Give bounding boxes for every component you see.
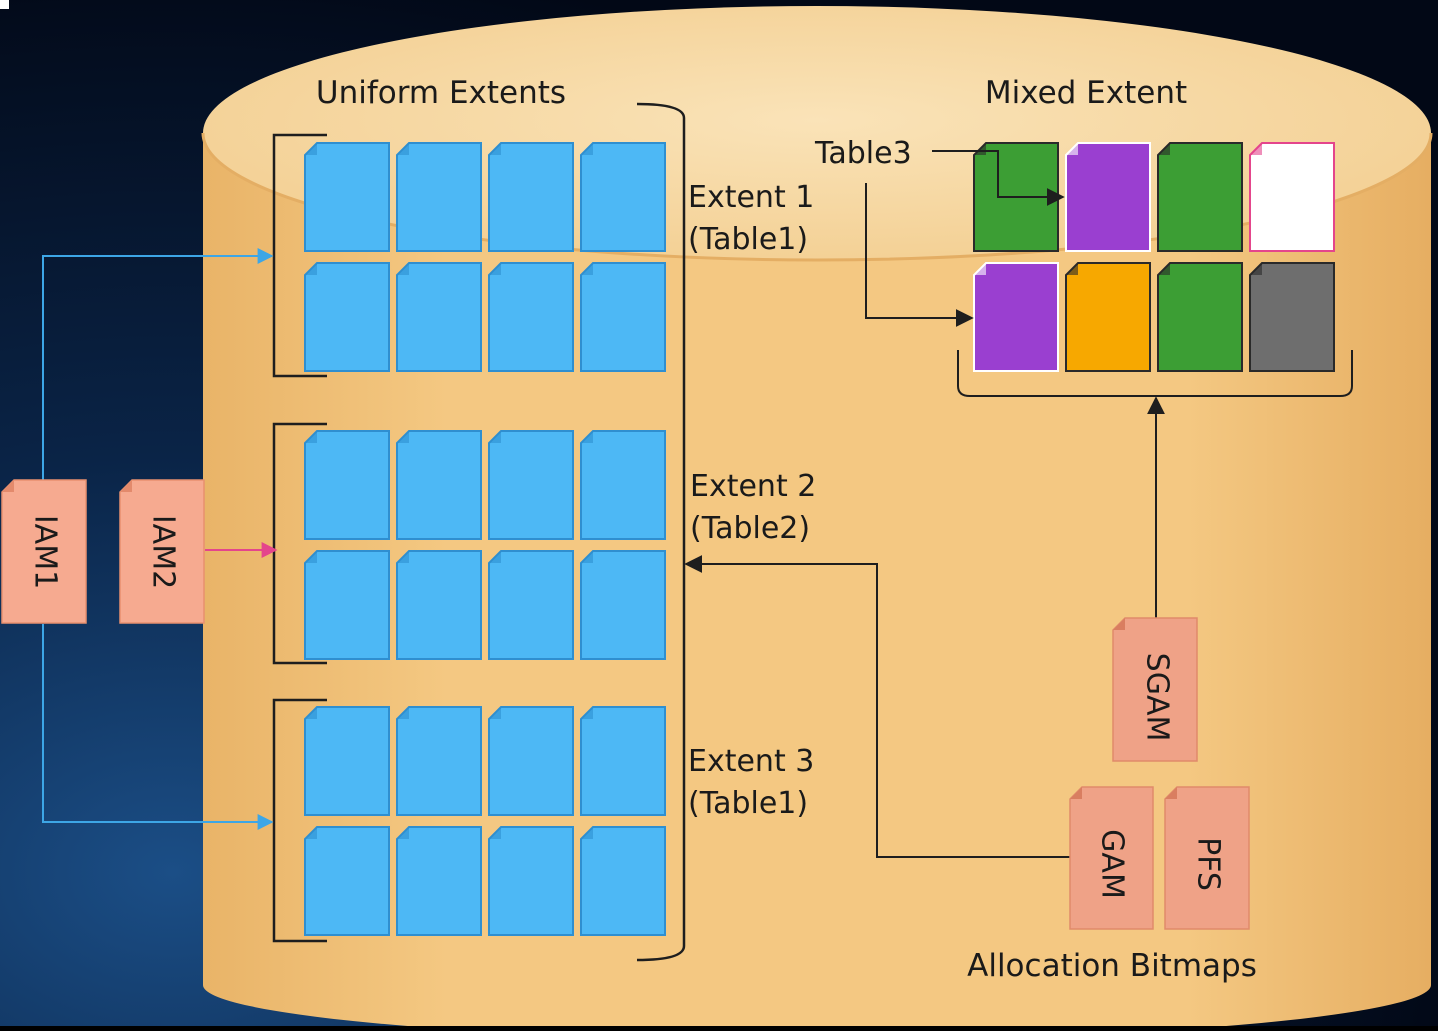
extent-1-page bbox=[580, 262, 666, 372]
extent-1-page bbox=[304, 262, 390, 372]
iam2-page: IAM2 bbox=[119, 479, 205, 624]
extent-2-page bbox=[488, 550, 574, 660]
extent-3-page bbox=[396, 826, 482, 936]
iam1-link-extent-1 bbox=[42, 248, 274, 480]
corner-mark bbox=[0, 0, 9, 9]
uniform-extents-bracket bbox=[636, 102, 686, 962]
extent-3-page bbox=[580, 706, 666, 816]
extent-3-table: (Table1) bbox=[688, 786, 808, 821]
extent-3-page bbox=[580, 826, 666, 936]
extent-2-page bbox=[580, 430, 666, 540]
mixed-extent-page bbox=[1249, 262, 1335, 372]
extent-1-page bbox=[396, 142, 482, 252]
extent-1-page bbox=[396, 262, 482, 372]
table3-label: Table3 bbox=[814, 136, 912, 171]
extent-1-name: Extent 1 bbox=[688, 180, 814, 215]
table3-arrow-to-page-4 bbox=[865, 183, 974, 327]
extent-1-page bbox=[488, 142, 574, 252]
extent-3-bracket bbox=[272, 698, 327, 943]
extent-2-page bbox=[304, 550, 390, 660]
gam-arrow bbox=[684, 555, 1070, 858]
extent-3-page bbox=[304, 706, 390, 816]
allocation-bitmaps-title: Allocation Bitmaps bbox=[967, 948, 1257, 984]
pfs-label: PFS bbox=[1191, 837, 1226, 891]
mixed-extent-page bbox=[1157, 262, 1243, 372]
iam2-label: IAM2 bbox=[146, 515, 181, 589]
extent-2-page bbox=[488, 430, 574, 540]
mixed-extent-page bbox=[1157, 142, 1243, 252]
extent-2-table: (Table2) bbox=[690, 511, 810, 546]
uniform-extents-title: Uniform Extents bbox=[316, 75, 566, 111]
uniform-extent-pages bbox=[304, 142, 666, 936]
mixed-extent-title: Mixed Extent bbox=[985, 75, 1187, 111]
extent-1-page bbox=[304, 142, 390, 252]
extent-3-page bbox=[304, 826, 390, 936]
mixed-extent-pages bbox=[973, 142, 1335, 372]
extent-3-page bbox=[488, 706, 574, 816]
extent-2-page bbox=[396, 430, 482, 540]
extent-3-name: Extent 3 bbox=[688, 744, 814, 779]
table3-arrow-to-page-1 bbox=[932, 150, 1065, 206]
iam1-link-extent-3 bbox=[42, 624, 274, 830]
cylinder-rim bbox=[201, 132, 1433, 262]
extent-3-page bbox=[488, 826, 574, 936]
mixed-extent-page bbox=[973, 262, 1059, 372]
iam1-page: IAM1 bbox=[1, 479, 87, 624]
sgam-label: SGAM bbox=[1140, 653, 1175, 742]
extent-1-page bbox=[580, 142, 666, 252]
extent-2-page bbox=[396, 550, 482, 660]
mixed-extent-bracket bbox=[957, 350, 1353, 397]
extent-2-page bbox=[304, 430, 390, 540]
extent-2-page bbox=[580, 550, 666, 660]
mixed-extent-page bbox=[1065, 142, 1151, 252]
gam-label: GAM bbox=[1095, 829, 1130, 899]
extent-3-page bbox=[396, 706, 482, 816]
pfs-page: PFS bbox=[1164, 786, 1250, 930]
iam1-label: IAM1 bbox=[28, 515, 63, 589]
extent-2-name: Extent 2 bbox=[690, 469, 816, 504]
mixed-extent-page bbox=[1249, 142, 1335, 252]
mixed-extent-page bbox=[1065, 262, 1151, 372]
extent-1-page bbox=[488, 262, 574, 372]
gam-page: GAM bbox=[1069, 786, 1154, 930]
sgam-page: SGAM bbox=[1112, 617, 1198, 762]
extent-1-bracket bbox=[272, 133, 327, 378]
extent-1-table: (Table1) bbox=[688, 222, 808, 257]
